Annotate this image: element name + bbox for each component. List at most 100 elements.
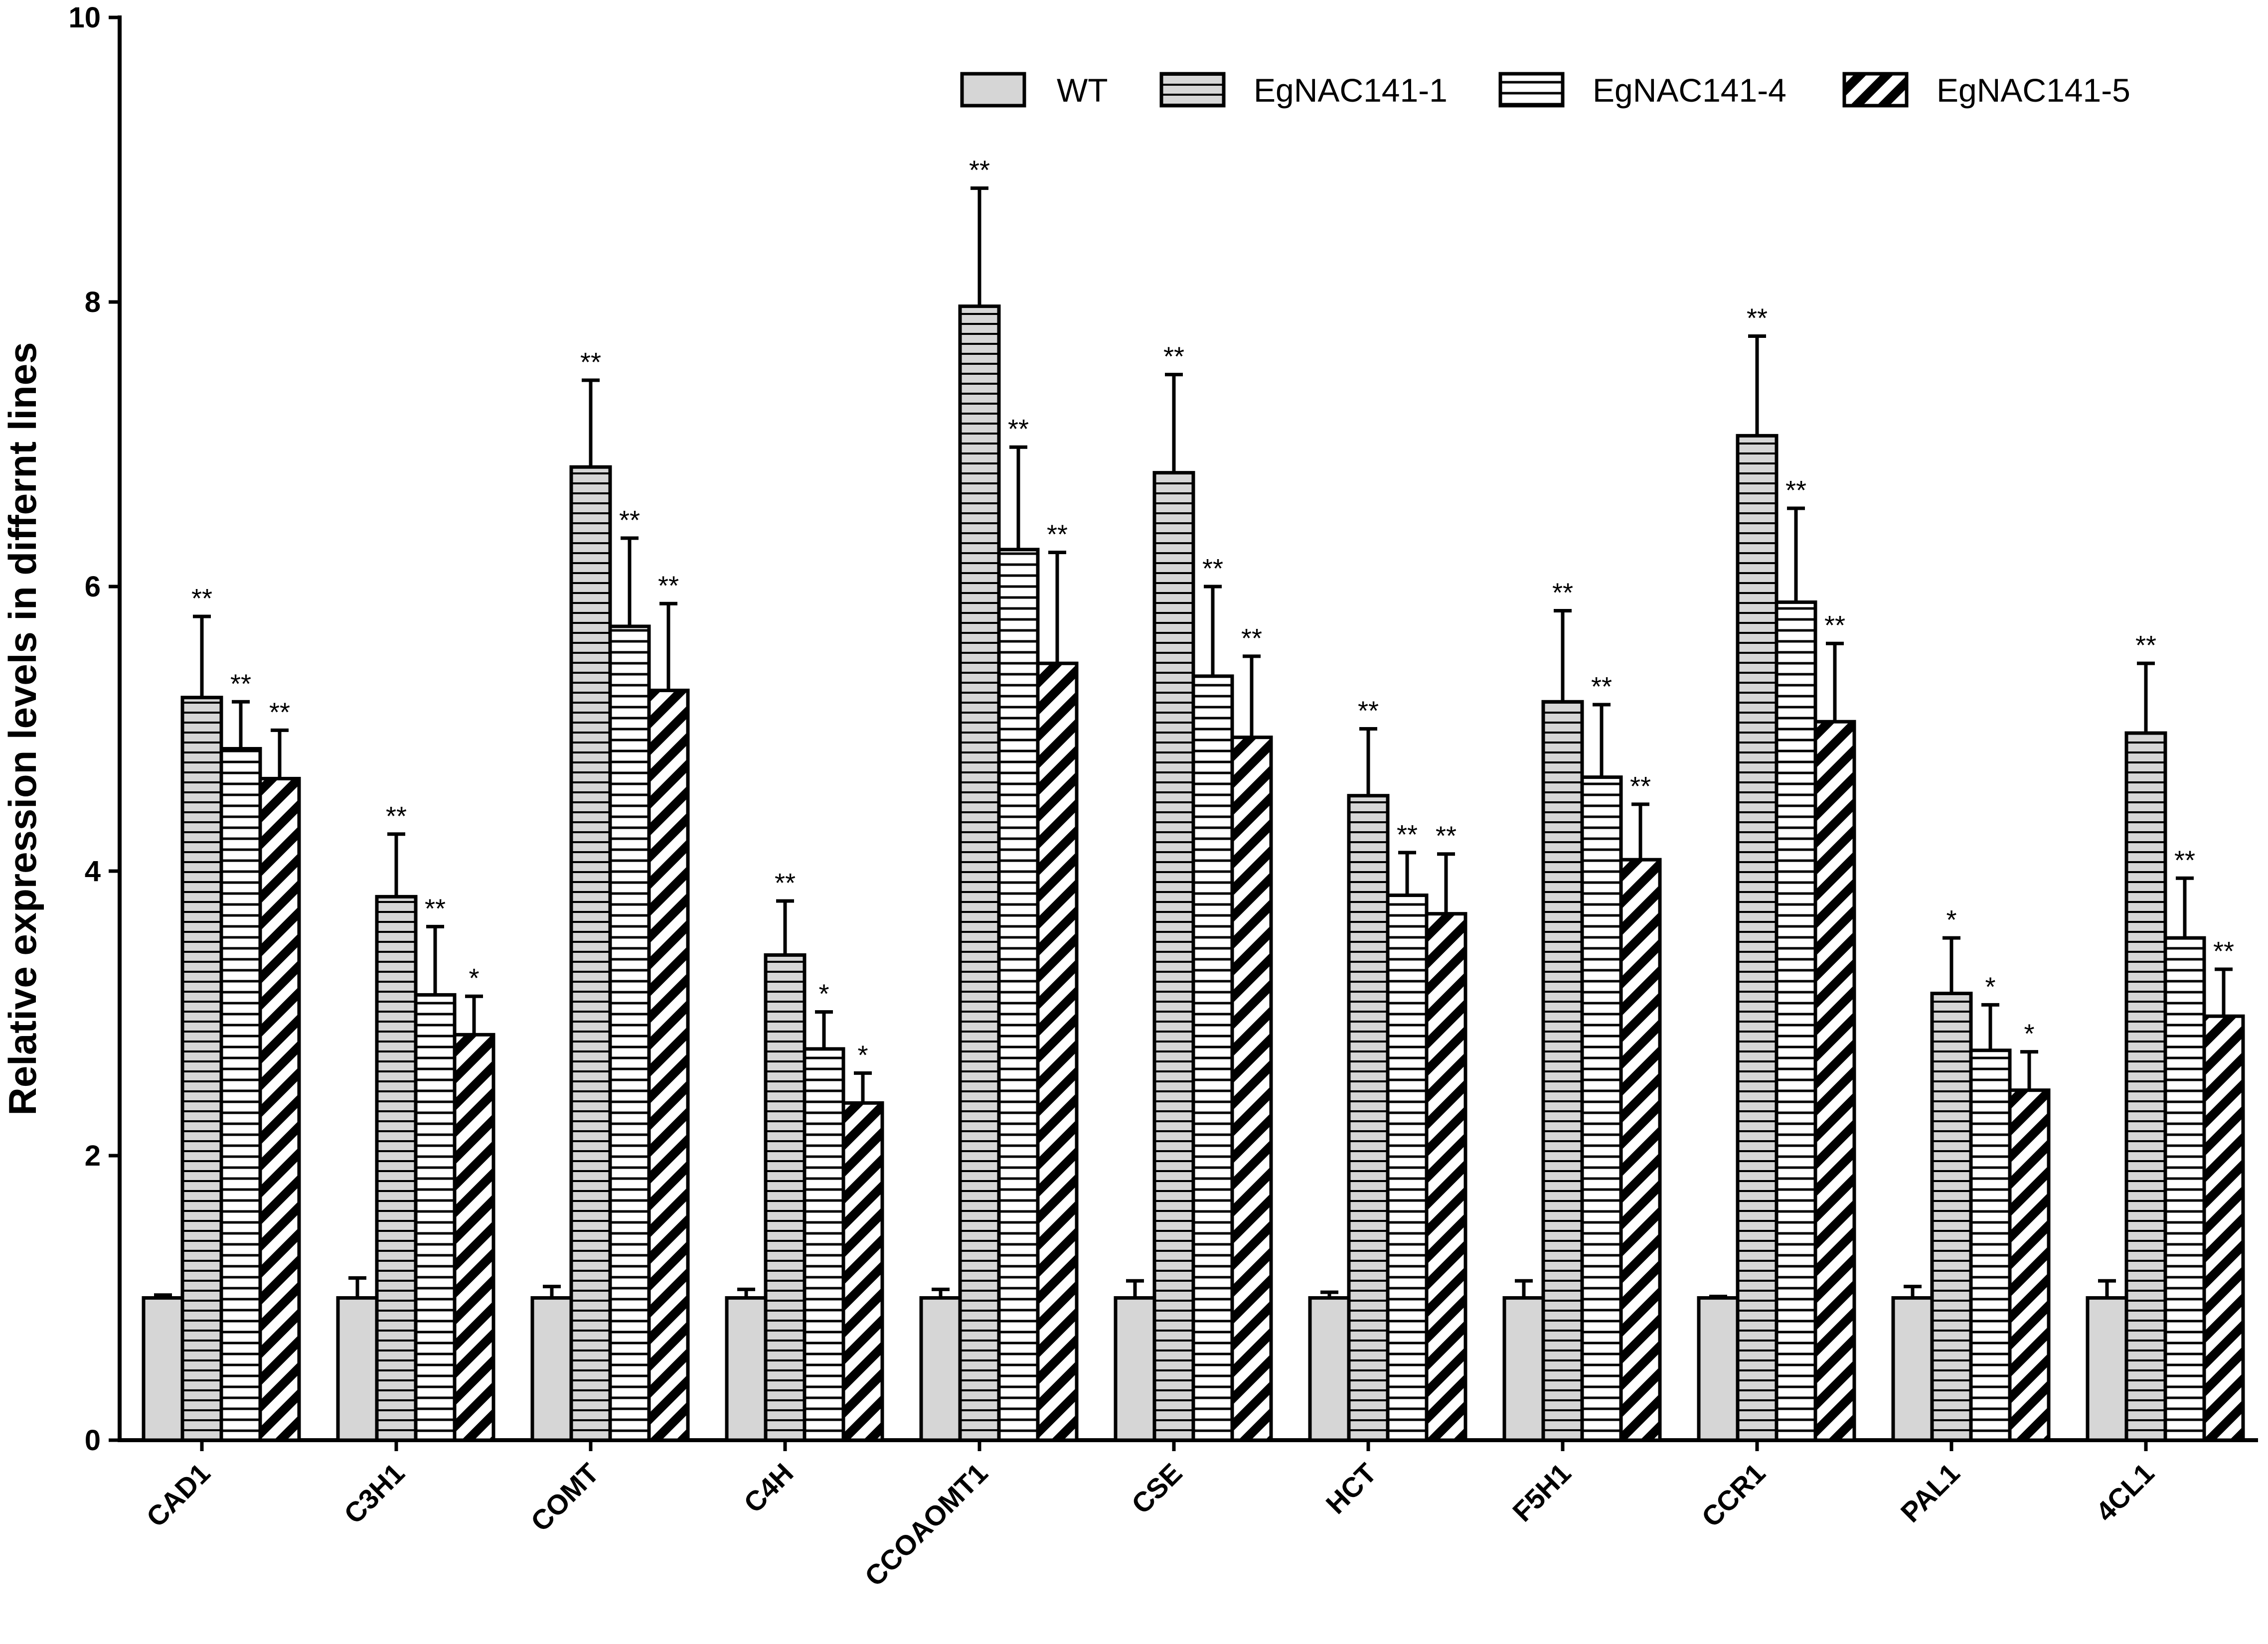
x-tick-label: CCOAOMT1 <box>858 1457 993 1592</box>
significance-label: ** <box>775 868 796 898</box>
legend-swatch <box>1842 72 1909 108</box>
significance-label: ** <box>191 584 212 613</box>
y-tick-label: 8 <box>85 286 101 318</box>
bar <box>919 1296 962 1442</box>
legend-swatch <box>1498 72 1565 108</box>
x-tick-label: COMT <box>524 1457 605 1537</box>
legend-label: EgNAC141-1 <box>1254 72 1448 109</box>
significance-label: ** <box>386 801 407 831</box>
significance-label: ** <box>580 347 601 377</box>
significance-label: ** <box>1008 414 1029 444</box>
significance-label: ** <box>230 669 251 699</box>
x-tick-labels: CAD1 C3H1 COMT C4H CCOAOMT1 CSE HCT F5H1 CCR1 PAL… <box>140 1457 2160 1592</box>
legend-item: WT <box>960 72 1108 109</box>
significance-label: * <box>2024 1019 2034 1049</box>
bar <box>142 1296 184 1442</box>
x-tick-label: PAL1 <box>1895 1457 1966 1528</box>
bar <box>1697 1296 1740 1442</box>
significance-label: ** <box>1397 820 1418 850</box>
bar <box>2202 1014 2245 1442</box>
bar <box>1813 720 1856 1442</box>
significance-label: ** <box>1824 610 1845 640</box>
bar <box>1930 992 1973 1442</box>
significance-label: ** <box>1358 696 1379 726</box>
significance-label: * <box>469 963 479 993</box>
legend-item: EgNAC141-5 <box>1842 72 2130 109</box>
legend-swatch <box>1159 72 1226 108</box>
bar <box>1114 1296 1156 1442</box>
significance-label: ** <box>269 697 290 727</box>
bar <box>1541 700 1584 1442</box>
significance-label: ** <box>969 155 990 185</box>
bar <box>180 696 223 1442</box>
legend-label: EgNAC141-4 <box>1593 72 1786 109</box>
legend-item: EgNAC141-1 <box>1159 72 1448 109</box>
significance-label: * <box>857 1040 868 1070</box>
significance-label: ** <box>1552 578 1573 608</box>
legend-swatch <box>960 72 1026 108</box>
significance-label: * <box>1985 972 1995 1002</box>
bar <box>258 776 301 1442</box>
bar <box>1308 1296 1351 1442</box>
bar <box>219 747 262 1442</box>
significance-labels: ************************************* ***… <box>191 155 2234 1070</box>
bar <box>375 895 418 1442</box>
significance-label: ** <box>1785 475 1806 505</box>
x-tick-label: 4CL1 <box>2090 1457 2160 1527</box>
bar <box>336 1296 379 1442</box>
bar <box>1891 1296 1934 1442</box>
bar <box>725 1296 768 1442</box>
x-tick-label: CCR1 <box>1695 1457 1771 1533</box>
significance-label: ** <box>1047 519 1068 549</box>
bar <box>2008 1088 2051 1442</box>
bars <box>142 304 2245 1442</box>
error-bars <box>154 186 2233 1299</box>
significance-label: ** <box>2174 845 2195 875</box>
legend-label: WT <box>1057 72 1108 109</box>
bar <box>1036 661 1079 1442</box>
y-tick-label: 6 <box>85 571 101 603</box>
x-tick-label: CSE <box>1126 1457 1188 1520</box>
significance-label: ** <box>619 505 640 535</box>
legend-item: EgNAC141-4 <box>1498 72 1786 109</box>
significance-label: ** <box>658 571 679 600</box>
bar <box>2124 731 2167 1442</box>
y-tick-label: 10 <box>68 1 101 34</box>
significance-label: ** <box>2135 630 2156 660</box>
significance-label: * <box>1946 905 1956 935</box>
bar <box>997 548 1040 1442</box>
y-axis-label: Relative expression levels in differnt l… <box>0 342 44 1116</box>
bar <box>1619 858 1662 1442</box>
y-tick-label: 4 <box>85 855 101 888</box>
bar <box>1580 775 1623 1442</box>
bar <box>647 688 690 1442</box>
significance-label: ** <box>1436 821 1457 851</box>
bar <box>1386 894 1429 1442</box>
x-tick-label: HCT <box>1320 1457 1383 1520</box>
bar <box>1502 1296 1545 1442</box>
bar <box>569 465 612 1442</box>
significance-label: ** <box>1747 303 1768 333</box>
bar <box>1775 600 1817 1442</box>
y-tick-label: 0 <box>85 1424 101 1457</box>
bar <box>1230 736 1273 1442</box>
significance-label: ** <box>425 894 446 923</box>
bar <box>1969 1048 2012 1442</box>
bar <box>453 1033 495 1442</box>
bar <box>1736 434 1779 1442</box>
significance-label: ** <box>1163 342 1184 372</box>
bar <box>958 304 1001 1442</box>
bar <box>608 624 651 1442</box>
x-tick-label: C3H1 <box>338 1457 411 1530</box>
bar <box>2086 1296 2128 1442</box>
bar <box>2163 936 2206 1442</box>
significance-label: ** <box>1630 771 1651 801</box>
axes: 0 2 4 6 8 10 Relative expression levels in dif… <box>0 1 2258 1457</box>
x-tick-label: F5H1 <box>1506 1457 1577 1527</box>
bar <box>1347 794 1390 1442</box>
x-tick-label: C4H <box>738 1457 800 1519</box>
y-tick-label: 2 <box>85 1140 101 1172</box>
significance-label: ** <box>1241 623 1262 653</box>
